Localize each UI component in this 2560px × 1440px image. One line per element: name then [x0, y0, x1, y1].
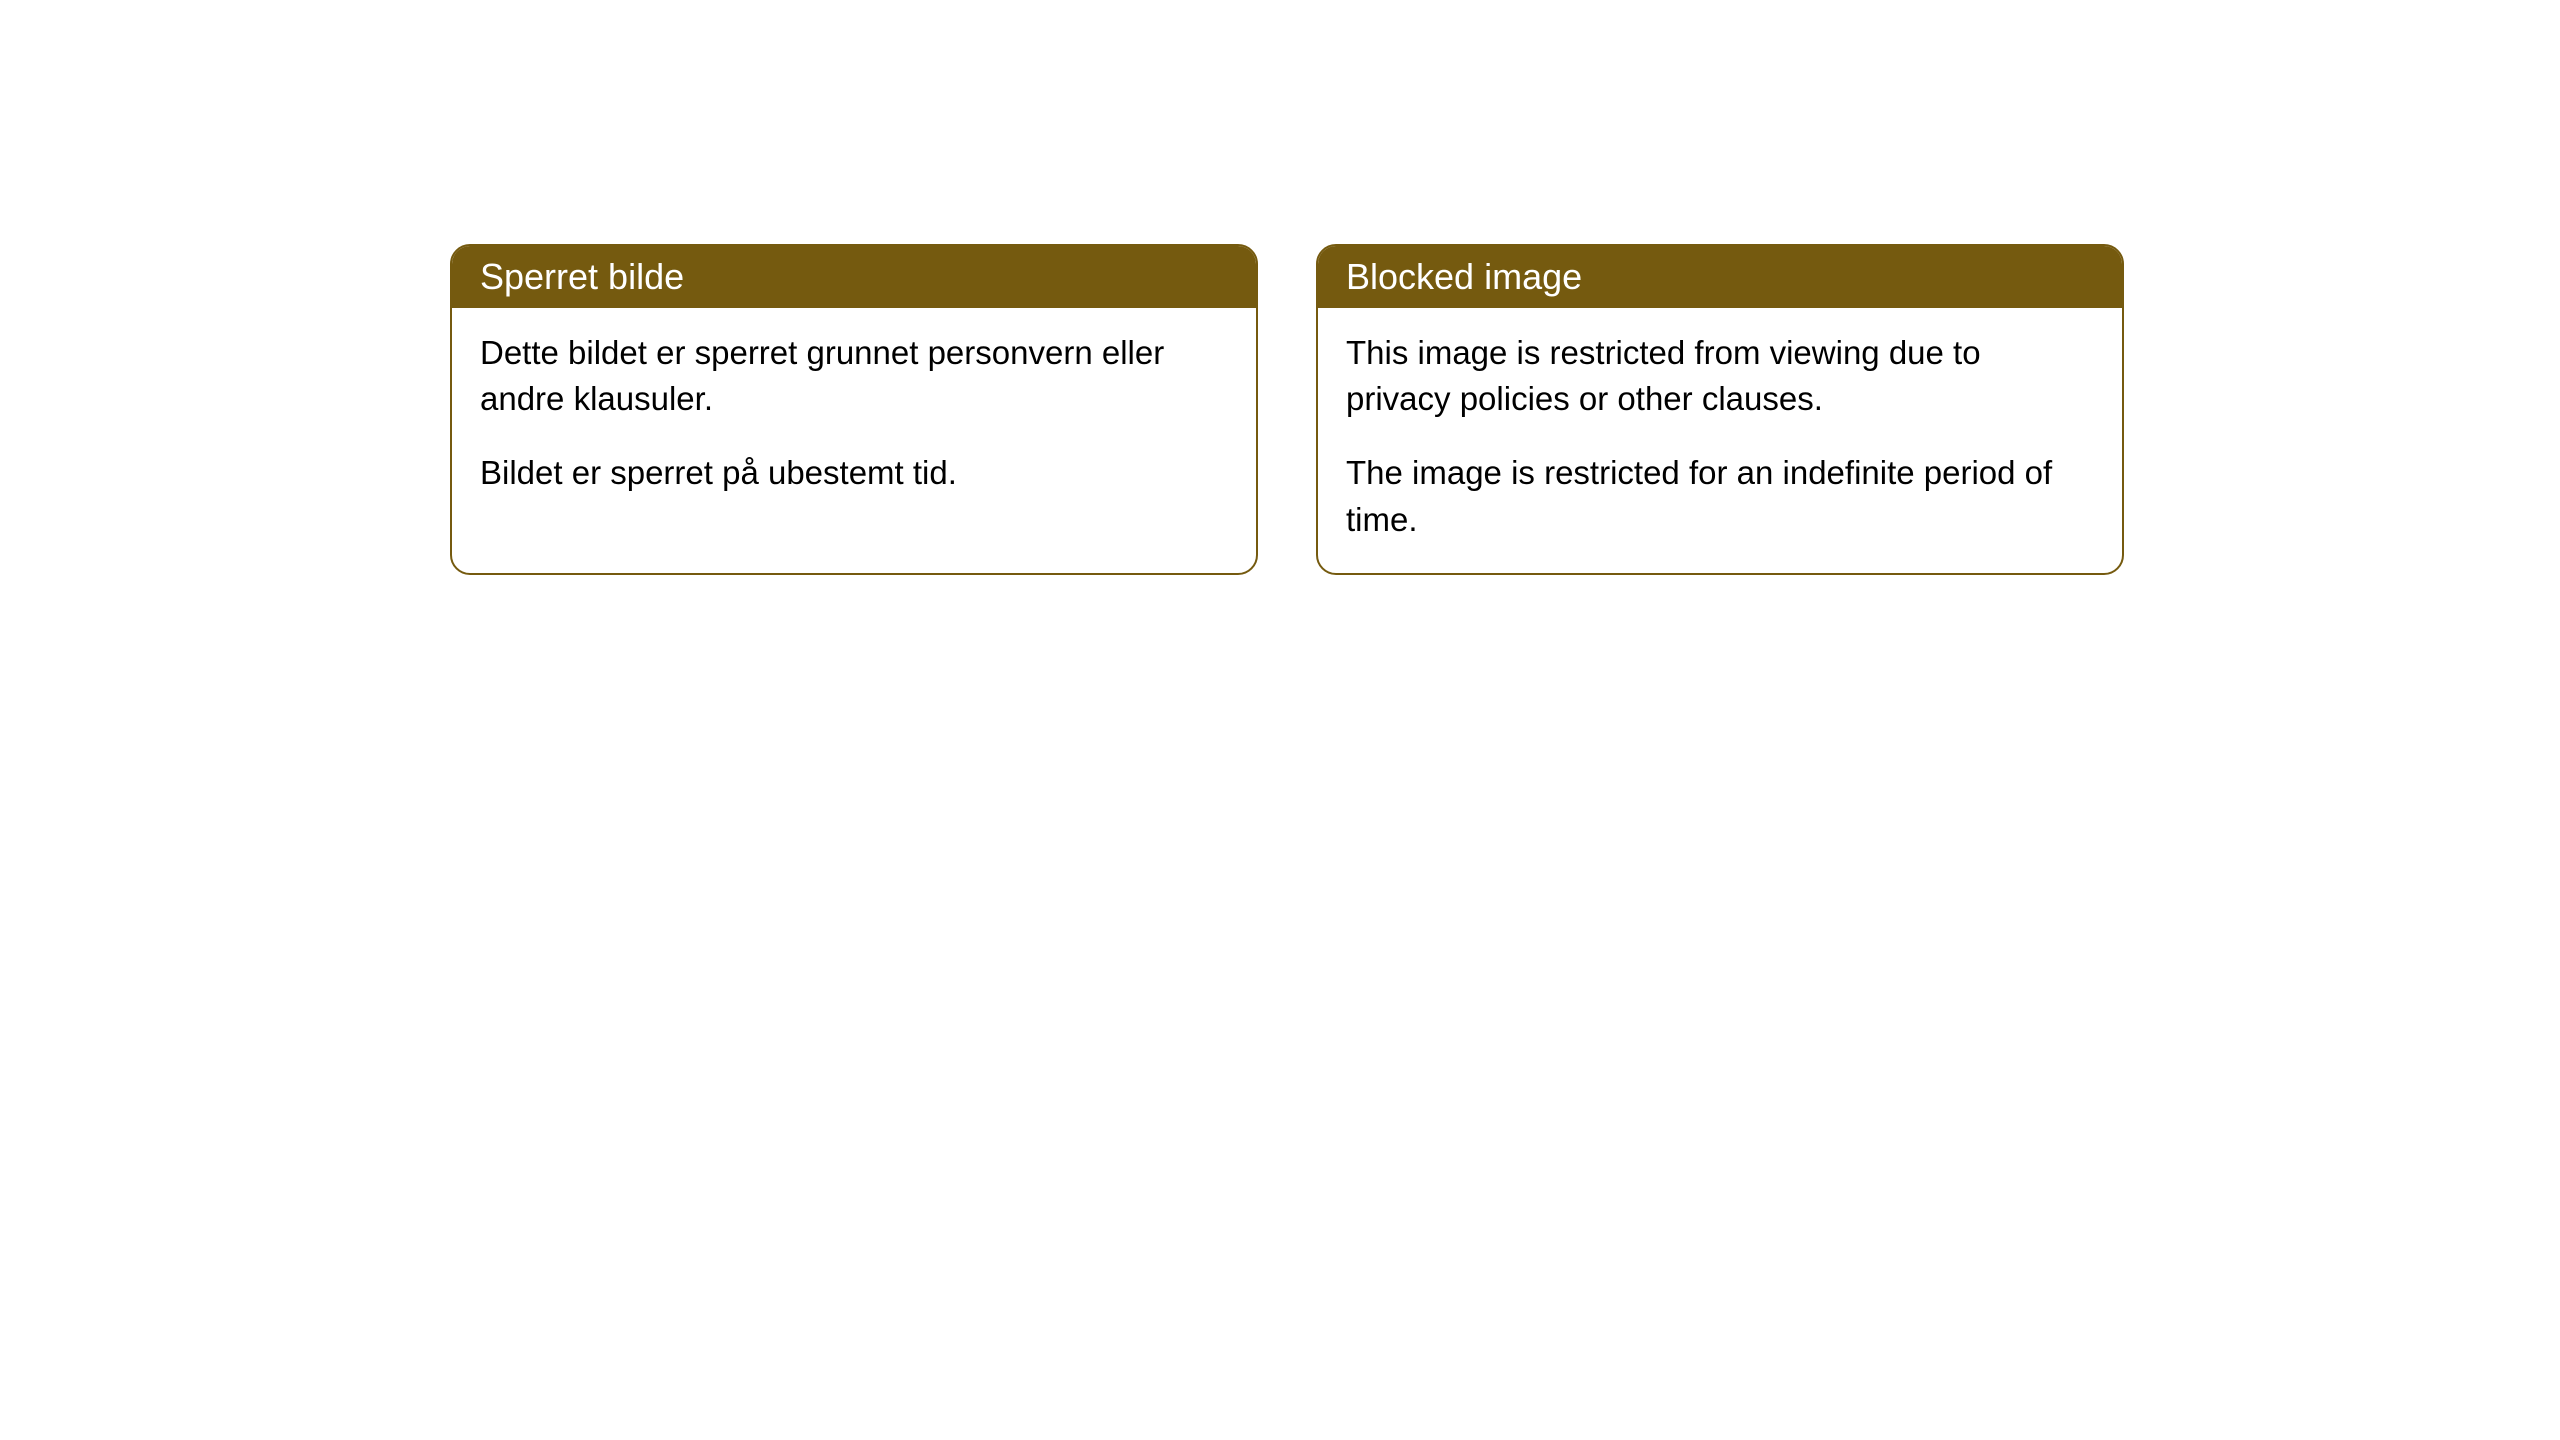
notice-card-norwegian: Sperret bilde Dette bildet er sperret gr… — [450, 244, 1258, 575]
notice-paragraph-2: Bildet er sperret på ubestemt tid. — [480, 450, 1228, 496]
card-body: Dette bildet er sperret grunnet personve… — [452, 308, 1256, 527]
card-header: Blocked image — [1318, 246, 2122, 308]
notice-paragraph-2: The image is restricted for an indefinit… — [1346, 450, 2094, 542]
notice-card-english: Blocked image This image is restricted f… — [1316, 244, 2124, 575]
card-header: Sperret bilde — [452, 246, 1256, 308]
notice-paragraph-1: Dette bildet er sperret grunnet personve… — [480, 330, 1228, 422]
notice-paragraph-1: This image is restricted from viewing du… — [1346, 330, 2094, 422]
card-body: This image is restricted from viewing du… — [1318, 308, 2122, 573]
notice-cards-container: Sperret bilde Dette bildet er sperret gr… — [450, 244, 2124, 575]
